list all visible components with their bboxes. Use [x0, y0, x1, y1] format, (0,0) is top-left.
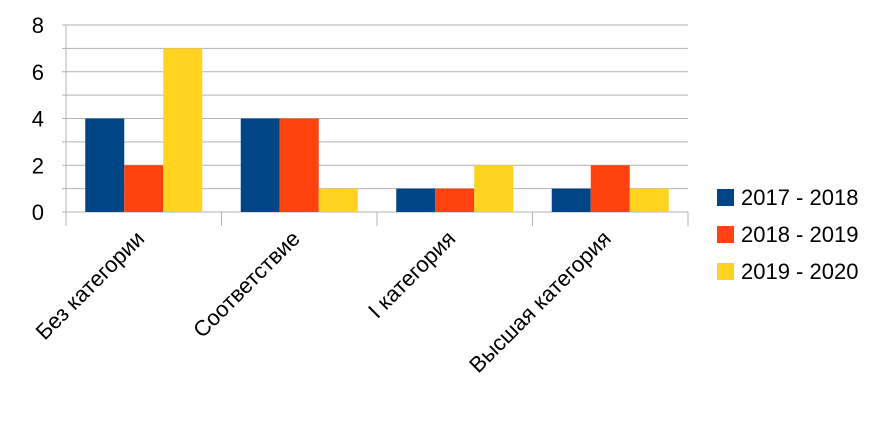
y-tick-label: 8	[32, 13, 44, 38]
bar	[590, 165, 630, 212]
y-tick-label: 2	[32, 153, 44, 178]
x-tick-label: I категория	[363, 226, 460, 323]
bar	[396, 188, 436, 212]
legend-label: 2018 - 2019	[741, 222, 858, 247]
legend-label: 2019 - 2020	[741, 259, 858, 284]
x-tick-label: Высшая категория	[464, 226, 616, 378]
y-tick-label: 6	[32, 60, 44, 85]
bars	[85, 48, 669, 212]
x-tick-label: Соответствие	[188, 226, 305, 343]
legend: 2017 - 2018 2018 - 2019 2019 - 2020	[717, 185, 858, 284]
y-tick-labels: 0 2 4 6 8	[32, 13, 44, 225]
legend-swatch	[717, 226, 734, 243]
bar	[124, 165, 164, 212]
x-tick-label: Без категории	[31, 226, 150, 345]
bar	[85, 118, 125, 212]
bar	[163, 48, 203, 212]
bar	[240, 118, 280, 212]
bar	[435, 188, 475, 212]
legend-swatch	[717, 189, 734, 206]
bar	[279, 118, 319, 212]
bar	[629, 188, 669, 212]
y-tick-label: 4	[32, 107, 44, 132]
legend-label: 2017 - 2018	[741, 185, 858, 210]
legend-swatch	[717, 263, 734, 280]
y-tick-label: 0	[32, 200, 44, 225]
x-tick-labels: Без категории Соответствие I категория Высш…	[31, 226, 616, 378]
bar	[474, 165, 514, 212]
bar	[318, 188, 358, 212]
bar	[551, 188, 591, 212]
